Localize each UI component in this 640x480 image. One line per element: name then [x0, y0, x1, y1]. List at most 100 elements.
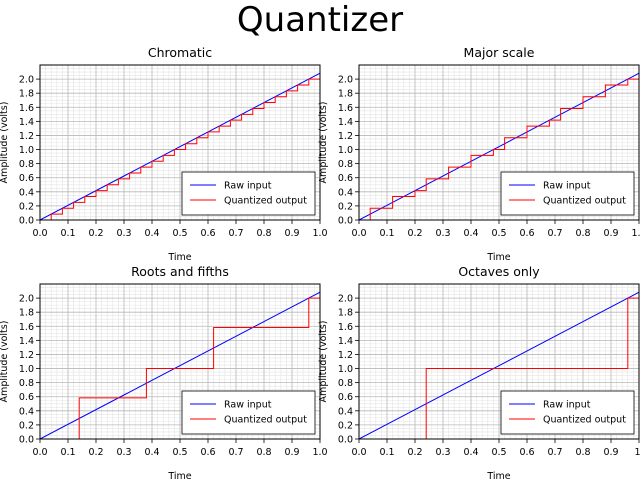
y-tick-label: 0.2 [338, 420, 353, 431]
x-tick-label: 0.0 [32, 447, 47, 458]
x-tick-label: 0.2 [407, 228, 422, 239]
legend: Raw input Quantized output [181, 390, 316, 435]
x-tick-labels: 0.0 0.1 0.2 0.3 0.4 0.5 0.6 0.7 0.8 0.9 1. [351, 439, 640, 458]
y-tick-label: 0.4 [338, 187, 353, 198]
subplot-title: Chromatic [148, 45, 212, 60]
legend-box [181, 390, 316, 435]
legend-box [500, 390, 635, 435]
x-axis-label: Time [486, 252, 510, 263]
x-axis-label: Time [167, 252, 191, 263]
subplot-title: Octaves only [458, 264, 540, 279]
x-tick-label: 0.4 [144, 447, 159, 458]
series-line-raw-input [359, 72, 639, 220]
series-group [40, 291, 320, 439]
x-tick-label: 1. [634, 447, 640, 458]
y-tick-label: 1.8 [19, 89, 34, 100]
y-tick-label: 1.0 [338, 364, 353, 375]
x-tick-labels: 0.0 0.1 0.2 0.3 0.4 0.5 0.6 0.7 0.8 0.9 1.0 [32, 439, 328, 458]
y-tick-label: 1.2 [19, 131, 34, 142]
x-tick-label: 0.3 [116, 228, 131, 239]
y-tick-label: 1.4 [338, 336, 353, 347]
series-line-raw-input [40, 291, 320, 439]
series-line-quantized-output [359, 78, 639, 220]
x-tick-label: 0.3 [435, 228, 450, 239]
series-group [40, 72, 320, 220]
y-tick-labels: 0.0 0.2 0.4 0.6 0.8 1.0 1.2 1.4 1.6 1.8 2.0 [338, 75, 359, 227]
x-tick-label: 0.5 [172, 228, 187, 239]
y-tick-label: 0.8 [338, 378, 353, 389]
legend: Raw input Quantized output [500, 390, 635, 435]
x-tick-labels: 0.0 0.1 0.2 0.3 0.4 0.5 0.6 0.7 0.8 0.9 1.0 [32, 220, 328, 239]
x-tick-label: 0.3 [435, 447, 450, 458]
y-tick-label: 0.6 [19, 173, 34, 184]
subplot-2: 0.00.10.20.30.40.50.60.70.80.91.00.00.20… [318, 45, 640, 263]
y-tick-label: 2.0 [338, 294, 353, 305]
x-tick-label: 0.6 [519, 447, 534, 458]
x-tick-label: 0.0 [351, 447, 366, 458]
x-tick-label: 1.0 [631, 228, 640, 239]
y-tick-label: 0.0 [19, 216, 34, 227]
y-tick-label: 1.4 [19, 336, 34, 347]
x-tick-label: 0.8 [256, 228, 271, 239]
y-tick-label: 1.2 [338, 131, 353, 142]
x-tick-label: 0.6 [200, 228, 215, 239]
x-tick-label: 0.4 [463, 228, 478, 239]
x-tick-label: 0.6 [200, 447, 215, 458]
x-tick-label: 0.4 [463, 447, 478, 458]
y-tick-label: 1.4 [338, 117, 353, 128]
x-tick-label: 0.8 [256, 447, 271, 458]
y-tick-label: 2.0 [338, 75, 353, 86]
series-group [359, 291, 639, 439]
legend-entry: Quantized output [224, 415, 307, 426]
y-tick-label: 2.0 [19, 75, 34, 86]
x-tick-labels: 0.0 0.1 0.2 0.3 0.4 0.5 0.6 0.7 0.8 0.9 1.0 [351, 220, 640, 239]
y-tick-label: 1.6 [19, 103, 34, 114]
x-tick-label: 0.9 [284, 447, 299, 458]
x-tick-label: 0.1 [379, 228, 394, 239]
y-tick-label: 1.8 [19, 308, 34, 319]
series-line-raw-input [359, 291, 639, 439]
legend-box [181, 171, 316, 216]
y-tick-label: 1.2 [19, 350, 34, 361]
series-group [359, 72, 639, 220]
x-tick-label: 0.9 [603, 447, 618, 458]
legend: Raw input Quantized output [181, 171, 316, 216]
x-tick-label: 0.7 [228, 228, 243, 239]
y-tick-labels: 0.0 0.2 0.4 0.6 0.8 1.0 1.2 1.4 1.6 1.8 2.0 [338, 294, 359, 446]
x-tick-label: 0.6 [519, 228, 534, 239]
x-tick-label: 1.0 [312, 447, 327, 458]
series-line-quantized-output [359, 297, 639, 439]
x-tick-label: 0.5 [491, 228, 506, 239]
series-line-quantized-output [40, 297, 320, 439]
y-tick-label: 0.8 [19, 159, 34, 170]
y-axis-label: Amplitude (volts) [318, 321, 329, 403]
x-tick-label: 0.1 [379, 447, 394, 458]
x-tick-label: 0.5 [172, 447, 187, 458]
y-tick-label: 0.2 [19, 420, 34, 431]
y-tick-label: 0.0 [338, 435, 353, 446]
x-axis-label: Time [486, 471, 510, 480]
y-tick-label: 1.6 [338, 322, 353, 333]
x-tick-label: 0.1 [60, 228, 75, 239]
y-tick-label: 1.8 [338, 89, 353, 100]
subplot-1: 0.0 0.1 0.2 0.3 0.4 0.5 0.6 0.7 0.8 0.9 1.00.00.20… [0, 45, 328, 263]
legend-entry: Raw input [224, 181, 272, 192]
x-tick-label: 0.1 [60, 447, 75, 458]
y-axis-label: Amplitude (volts) [0, 102, 10, 184]
x-tick-label: 0.7 [547, 447, 562, 458]
y-tick-label: 0.8 [338, 159, 353, 170]
subplot-3: 0.0 0.1 0.2 0.3 0.4 0.5 0.6 0.7 0.8 0.9 1.00.00.20… [0, 264, 328, 480]
y-tick-label: 0.6 [338, 173, 353, 184]
x-tick-label: 0.0 [351, 228, 366, 239]
y-tick-label: 0.8 [19, 378, 34, 389]
legend-entry: Raw input [543, 400, 591, 411]
y-tick-labels: 0.0 0.2 0.4 0.6 0.8 1.0 1.2 1.4 1.6 1.8 2.0 [19, 75, 40, 227]
y-tick-label: 0.6 [338, 392, 353, 403]
x-tick-label: 0.5 [491, 447, 506, 458]
x-tick-label: 0.7 [228, 447, 243, 458]
legend-box [500, 171, 635, 216]
y-tick-label: 0.0 [19, 435, 34, 446]
legend-entry: Quantized output [543, 415, 626, 426]
x-tick-label: 0.8 [575, 447, 590, 458]
